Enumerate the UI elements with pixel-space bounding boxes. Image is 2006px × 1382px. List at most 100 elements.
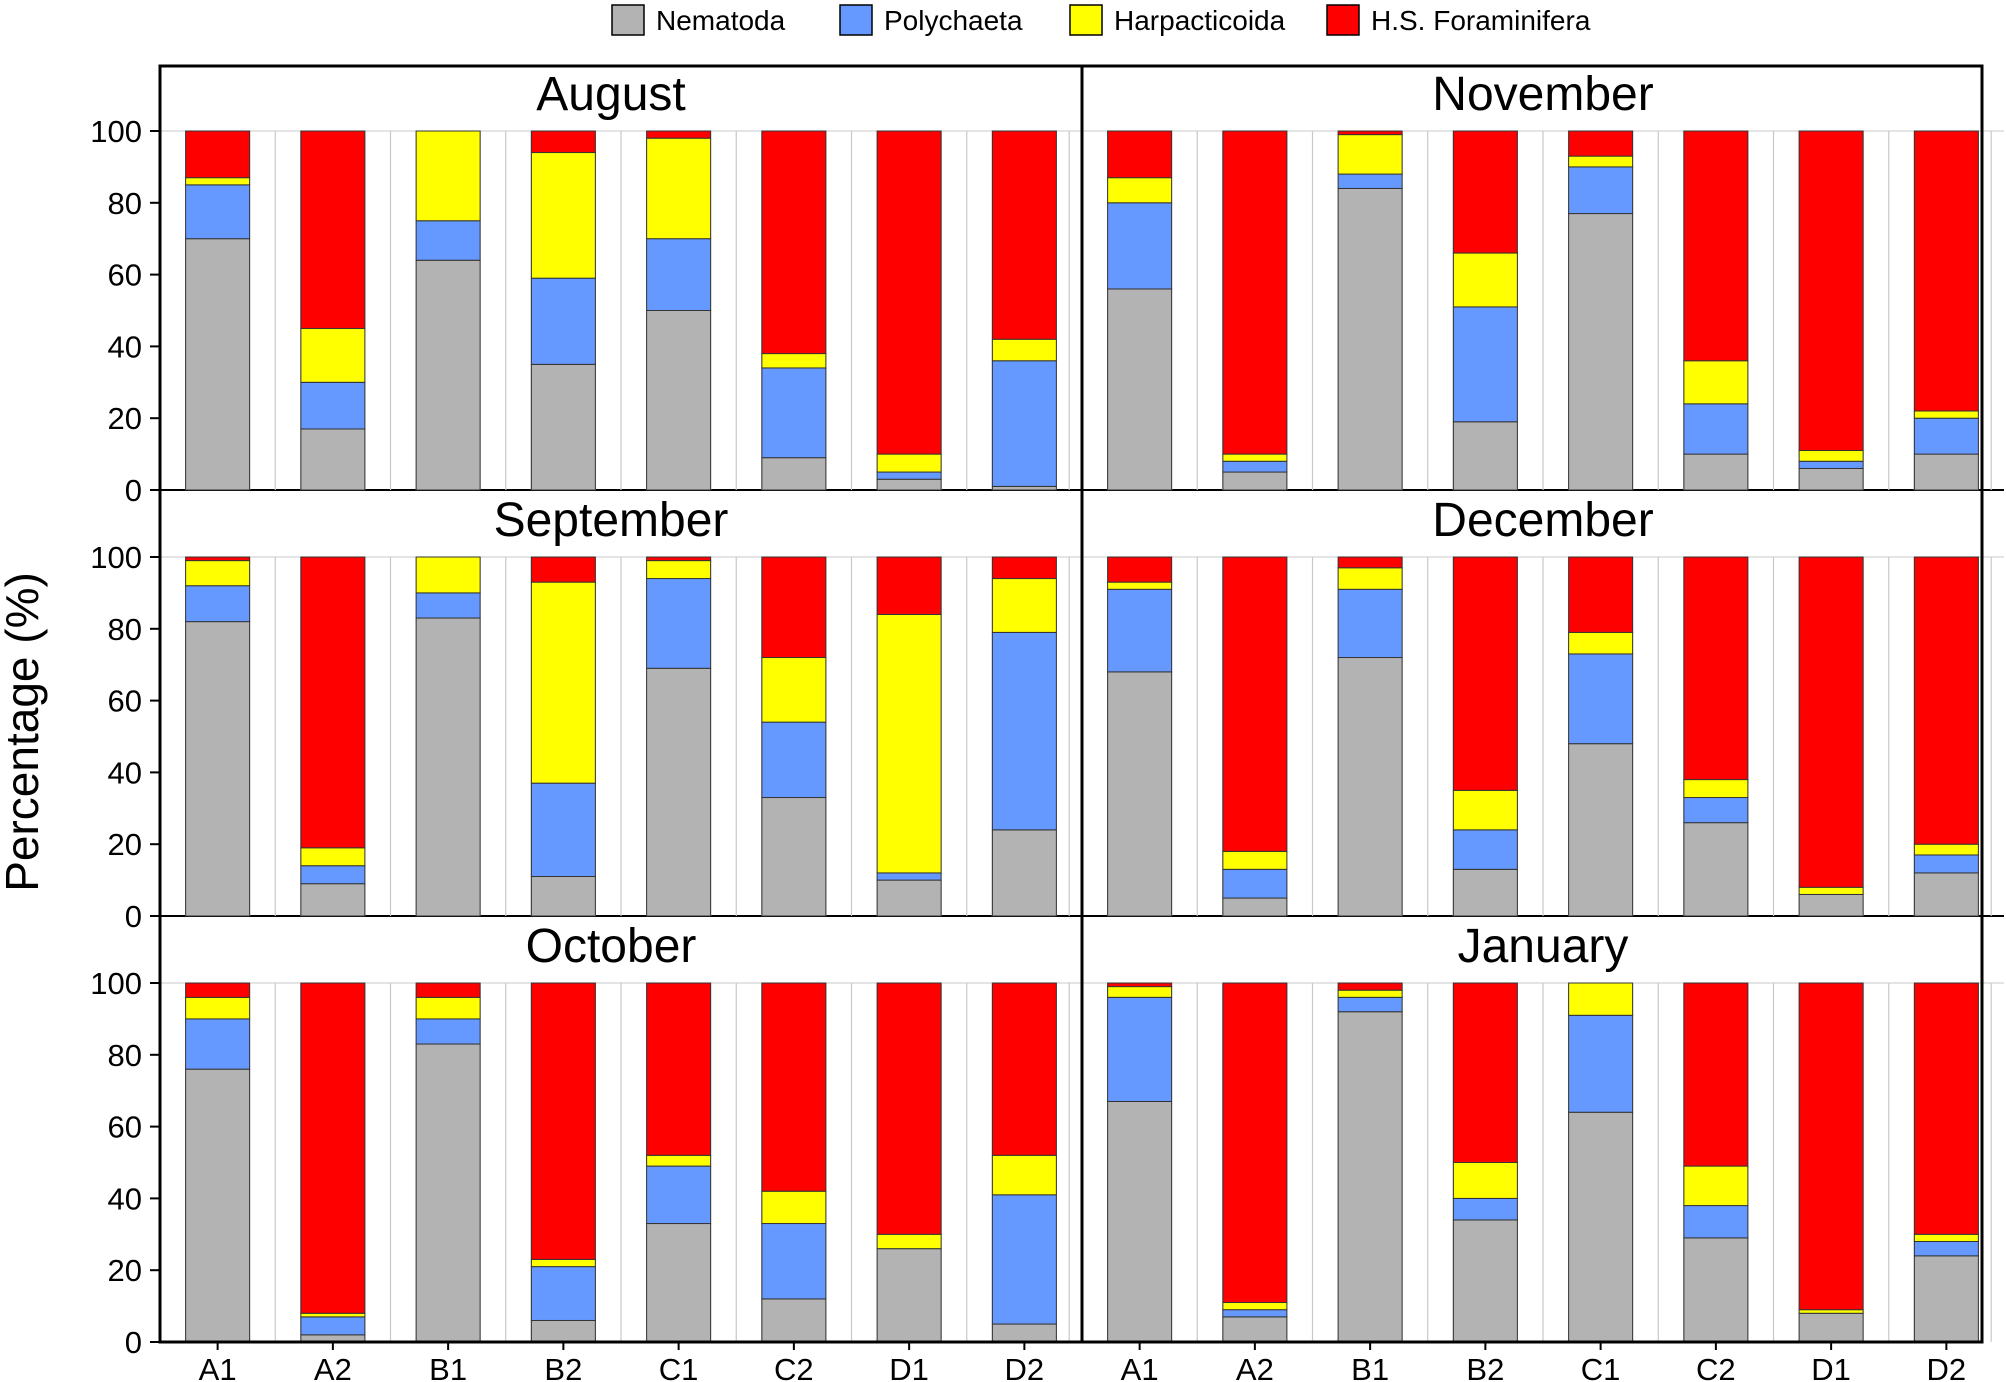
bar-segment-nematoda [530, 1319, 596, 1343]
bar-b2 [1452, 982, 1518, 1343]
bar-d1 [1798, 982, 1864, 1343]
bar-b1 [1337, 556, 1403, 917]
bar-b1 [415, 982, 481, 1343]
bar-c1 [1568, 982, 1634, 1343]
bar-segment-harpacticoida [1683, 1165, 1749, 1207]
bar-segment-h-s-foraminifera [1222, 556, 1288, 852]
bar-segment-h-s-foraminifera [300, 982, 366, 1314]
bar-segment-polychaeta [1913, 1240, 1979, 1257]
panel-september: September 0 20 40 60 80 100 [90, 494, 1082, 934]
bar-b2 [530, 556, 596, 917]
panel-title: August [536, 68, 685, 121]
bar-segment-polychaeta [646, 578, 712, 669]
bar-segment-h-s-foraminifera [761, 556, 827, 659]
bar-c1 [646, 130, 712, 491]
bar-segment-harpacticoida [1913, 843, 1979, 856]
bar-segment-nematoda [300, 428, 366, 491]
bar-segment-h-s-foraminifera [1222, 982, 1288, 1304]
bar-segment-nematoda [1452, 421, 1518, 491]
y-tick-label: 60 [108, 1110, 142, 1145]
bar-segment-nematoda [530, 363, 596, 491]
bar-segment-harpacticoida [991, 578, 1057, 633]
bar-segment-polychaeta [646, 1165, 712, 1225]
x-tick-label: A1 [1121, 1352, 1159, 1382]
bar-segment-h-s-foraminifera [1683, 130, 1749, 362]
x-tick-label: B1 [1351, 1352, 1389, 1382]
panel-december: December [1082, 494, 2004, 917]
bar-segment-polychaeta [1107, 996, 1173, 1102]
legend-item-h-s-foraminifera: H.S. Foraminifera [1326, 4, 1591, 36]
bar-segment-h-s-foraminifera [1452, 556, 1518, 791]
bar-segment-harpacticoida [1798, 1309, 1864, 1314]
panel-title: January [1458, 920, 1629, 973]
bar-segment-nematoda [1568, 743, 1634, 917]
legend-swatch [839, 4, 873, 36]
bar-c1 [646, 982, 712, 1343]
bar-segment-h-s-foraminifera [876, 556, 942, 615]
y-tick-label: 40 [108, 755, 142, 790]
bar-segment-polychaeta [415, 220, 481, 261]
bar-segment-polychaeta [1337, 996, 1403, 1013]
bar-c1 [1568, 556, 1634, 917]
panel-august: August 0 20 40 60 80 100 [90, 68, 1082, 508]
bar-segment-h-s-foraminifera [646, 556, 712, 562]
legend-swatch [1326, 4, 1360, 36]
bar-segment-polychaeta [300, 865, 366, 885]
bar-b1 [415, 556, 481, 917]
bar-segment-polychaeta [1683, 1205, 1749, 1239]
bar-b2 [530, 130, 596, 491]
bar-c1 [1568, 130, 1634, 491]
bar-segment-nematoda [1683, 1237, 1749, 1343]
bar-segment-harpacticoida [415, 996, 481, 1020]
bar-segment-nematoda [1337, 1011, 1403, 1343]
bar-c1 [646, 556, 712, 917]
bar-segment-polychaeta [530, 277, 596, 365]
bar-segment-nematoda [1107, 288, 1173, 491]
bar-segment-h-s-foraminifera [185, 130, 251, 179]
x-tick-label: C2 [1696, 1352, 1736, 1382]
bar-segment-nematoda [1568, 1111, 1634, 1343]
bar-segment-harpacticoida [761, 353, 827, 369]
bar-segment-nematoda [1452, 1219, 1518, 1343]
legend-label: Polychaeta [884, 5, 1023, 36]
bar-segment-nematoda [1222, 1316, 1288, 1343]
legend-swatch [1069, 4, 1103, 36]
bar-a2 [1222, 556, 1288, 917]
bar-segment-nematoda [1452, 868, 1518, 917]
bar-segment-nematoda [1222, 471, 1288, 491]
bar-segment-harpacticoida [1222, 1302, 1288, 1311]
bar-segment-polychaeta [761, 367, 827, 459]
bar-segment-harpacticoida [1337, 134, 1403, 175]
bar-segment-h-s-foraminifera [761, 982, 827, 1192]
x-tick-label: D2 [1005, 1352, 1045, 1382]
bar-segment-harpacticoida [1452, 1162, 1518, 1199]
y-tick-label: 40 [108, 1181, 142, 1216]
bar-segment-h-s-foraminifera [1452, 982, 1518, 1163]
bar-segment-nematoda [1683, 453, 1749, 491]
x-tick-label: B2 [544, 1352, 582, 1382]
bar-segment-harpacticoida [761, 657, 827, 723]
bar-a2 [1222, 982, 1288, 1343]
bar-segment-harpacticoida [1913, 410, 1979, 419]
bar-d1 [876, 556, 942, 917]
bar-segment-harpacticoida [1683, 360, 1749, 405]
legend-item-polychaeta: Polychaeta [839, 4, 1023, 36]
bar-segment-h-s-foraminifera [1683, 982, 1749, 1167]
bar-segment-harpacticoida [876, 613, 942, 874]
bar-segment-nematoda [185, 238, 251, 491]
bar-segment-polychaeta [876, 872, 942, 881]
bar-segment-h-s-foraminifera [646, 982, 712, 1156]
bar-segment-harpacticoida [415, 130, 481, 222]
bar-segment-nematoda [185, 1068, 251, 1343]
bar-segment-h-s-foraminifera [1222, 130, 1288, 455]
x-tick-label: D1 [1811, 1352, 1851, 1382]
bar-segment-h-s-foraminifera [1913, 130, 1979, 412]
bar-segment-nematoda [1913, 1255, 1979, 1343]
y-axis-label: Percentage (%) [0, 572, 48, 892]
bar-segment-harpacticoida [761, 1190, 827, 1225]
y-tick-label: 60 [108, 258, 142, 293]
bar-segment-polychaeta [1107, 202, 1173, 290]
bar-segment-polychaeta [1683, 403, 1749, 455]
x-tick-label: C1 [659, 1352, 699, 1382]
bar-segment-polychaeta [1337, 173, 1403, 189]
